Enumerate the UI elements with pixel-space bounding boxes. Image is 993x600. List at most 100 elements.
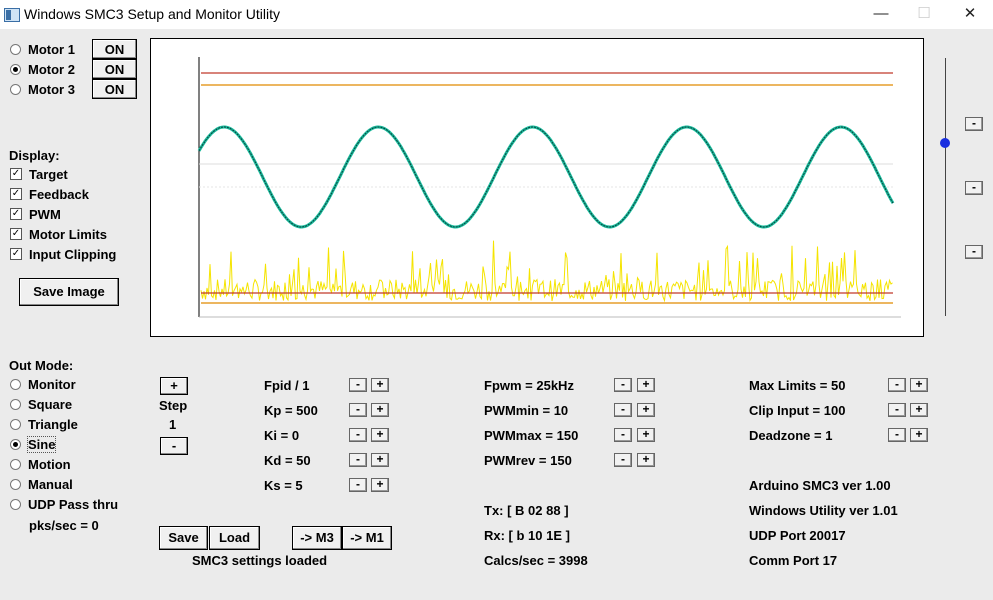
kd-plus-button[interactable]: + — [371, 453, 389, 467]
pwm-checkbox[interactable]: ✓ — [10, 208, 22, 220]
kp-minus-button[interactable]: - — [349, 403, 367, 417]
kp-label: Kp = 500 — [264, 403, 318, 418]
plot-svg — [197, 57, 901, 318]
triangle-label: Triangle — [28, 417, 78, 432]
pwmmax-plus-button[interactable]: + — [637, 428, 655, 442]
pwmmax-label: PWMmax = 150 — [484, 428, 579, 443]
display-heading: Display: — [9, 148, 60, 163]
slider-lower-button[interactable]: - — [965, 245, 983, 259]
clip-input-label: Clip Input = 100 — [749, 403, 846, 418]
motor-3-label: Motor 3 — [28, 82, 75, 97]
maximize-button[interactable]: ☐ — [917, 5, 931, 22]
rx-readout: Rx: [ b 10 1E ] — [484, 528, 570, 543]
kp-plus-button[interactable]: + — [371, 403, 389, 417]
max-limits-label: Max Limits = 50 — [749, 378, 846, 393]
kd-label: Kd = 50 — [264, 453, 311, 468]
square-radio[interactable] — [10, 399, 21, 410]
motor-2-on-button[interactable]: ON — [92, 59, 137, 79]
manual-radio[interactable] — [10, 479, 21, 490]
slider-upper-button[interactable]: - — [965, 117, 983, 131]
calcs-readout: Calcs/sec = 3998 — [484, 553, 588, 568]
title-bar: Windows SMC3 Setup and Monitor Utility —… — [0, 0, 993, 29]
udp-pass-thru-radio[interactable] — [10, 499, 21, 510]
arduino-version: Arduino SMC3 ver 1.00 — [749, 478, 891, 493]
udp-port: UDP Port 20017 — [749, 528, 846, 543]
motor-3-radio[interactable] — [10, 84, 21, 95]
comm-port: Comm Port 17 — [749, 553, 838, 568]
copy-to-m3-button[interactable]: -> M3 — [292, 526, 342, 550]
utility-version: Windows Utility ver 1.01 — [749, 503, 898, 518]
window-title: Windows SMC3 Setup and Monitor Utility — [24, 6, 280, 22]
motor-1-label: Motor 1 — [28, 42, 75, 57]
pwmmin-plus-button[interactable]: + — [637, 403, 655, 417]
pwmrev-label: PWMrev = 150 — [484, 453, 572, 468]
deadzone-plus-button[interactable]: + — [910, 428, 928, 442]
max-limits-minus-button[interactable]: - — [888, 378, 906, 392]
deadzone-minus-button[interactable]: - — [888, 428, 906, 442]
monitor-radio[interactable] — [10, 379, 21, 390]
step-value: 1 — [169, 417, 177, 432]
tx-readout: Tx: [ B 02 88 ] — [484, 503, 569, 518]
ks-minus-button[interactable]: - — [349, 478, 367, 492]
pwmmax-minus-button[interactable]: - — [614, 428, 632, 442]
square-label: Square — [28, 397, 73, 412]
position-slider-track[interactable] — [945, 58, 946, 316]
close-button[interactable]: ✕ — [963, 5, 977, 22]
motor-2-radio[interactable] — [10, 64, 21, 75]
ks-label: Ks = 5 — [264, 478, 303, 493]
input-clipping-label: Input Clipping — [29, 247, 117, 262]
max-limits-plus-button[interactable]: + — [910, 378, 928, 392]
fpid-label: Fpid / 1 — [264, 378, 310, 393]
monitor-plot — [150, 38, 924, 337]
out-mode-heading: Out Mode: — [9, 358, 74, 373]
ki-minus-button[interactable]: - — [349, 428, 367, 442]
pks-per-sec: pks/sec = 0 — [29, 518, 99, 533]
save-image-button[interactable]: Save Image — [19, 278, 119, 306]
position-slider-knob[interactable] — [940, 138, 950, 148]
motor-2-label: Motor 2 — [28, 62, 75, 77]
step-minus-button[interactable]: - — [160, 437, 188, 455]
minimize-button[interactable]: — — [873, 5, 889, 22]
fpwm-plus-button[interactable]: + — [637, 378, 655, 392]
step-plus-button[interactable]: + — [160, 377, 188, 395]
monitor-label: Monitor — [28, 377, 76, 392]
motion-label: Motion — [28, 457, 71, 472]
motor-1-on-button[interactable]: ON — [92, 39, 137, 59]
app-icon — [4, 8, 20, 22]
triangle-radio[interactable] — [10, 419, 21, 430]
ki-plus-button[interactable]: + — [371, 428, 389, 442]
udp-pass-thru-label: UDP Pass thru — [28, 497, 119, 512]
motor-limits-checkbox[interactable]: ✓ — [10, 228, 22, 240]
target-checkbox[interactable]: ✓ — [10, 168, 22, 180]
fpwm-minus-button[interactable]: - — [614, 378, 632, 392]
input-clipping-checkbox[interactable]: ✓ — [10, 248, 22, 260]
copy-to-m1-button[interactable]: -> M1 — [342, 526, 392, 550]
slider-middle-button[interactable]: - — [965, 181, 983, 195]
feedback-series — [197, 125, 895, 229]
sine-label: Sine — [26, 436, 57, 453]
ks-plus-button[interactable]: + — [371, 478, 389, 492]
kd-minus-button[interactable]: - — [349, 453, 367, 467]
sine-radio[interactable] — [10, 439, 21, 450]
pwm-series — [200, 240, 893, 303]
feedback-checkbox[interactable]: ✓ — [10, 188, 22, 200]
step-label: Step — [159, 398, 188, 413]
manual-label: Manual — [28, 477, 73, 492]
pwmrev-plus-button[interactable]: + — [637, 453, 655, 467]
fpid-plus-button[interactable]: + — [371, 378, 389, 392]
fpid-minus-button[interactable]: - — [349, 378, 367, 392]
motor-1-radio[interactable] — [10, 44, 21, 55]
motion-radio[interactable] — [10, 459, 21, 470]
target-label: Target — [29, 167, 68, 182]
fpwm-label: Fpwm = 25kHz — [484, 378, 574, 393]
motor-3-on-button[interactable]: ON — [92, 79, 137, 99]
load-button[interactable]: Load — [209, 526, 260, 550]
target-series — [198, 126, 894, 228]
save-button[interactable]: Save — [159, 526, 208, 550]
status-text: SMC3 settings loaded — [192, 553, 328, 568]
clip-input-minus-button[interactable]: - — [888, 403, 906, 417]
feedback-label: Feedback — [29, 187, 89, 202]
pwmrev-minus-button[interactable]: - — [614, 453, 632, 467]
pwmmin-minus-button[interactable]: - — [614, 403, 632, 417]
clip-input-plus-button[interactable]: + — [910, 403, 928, 417]
